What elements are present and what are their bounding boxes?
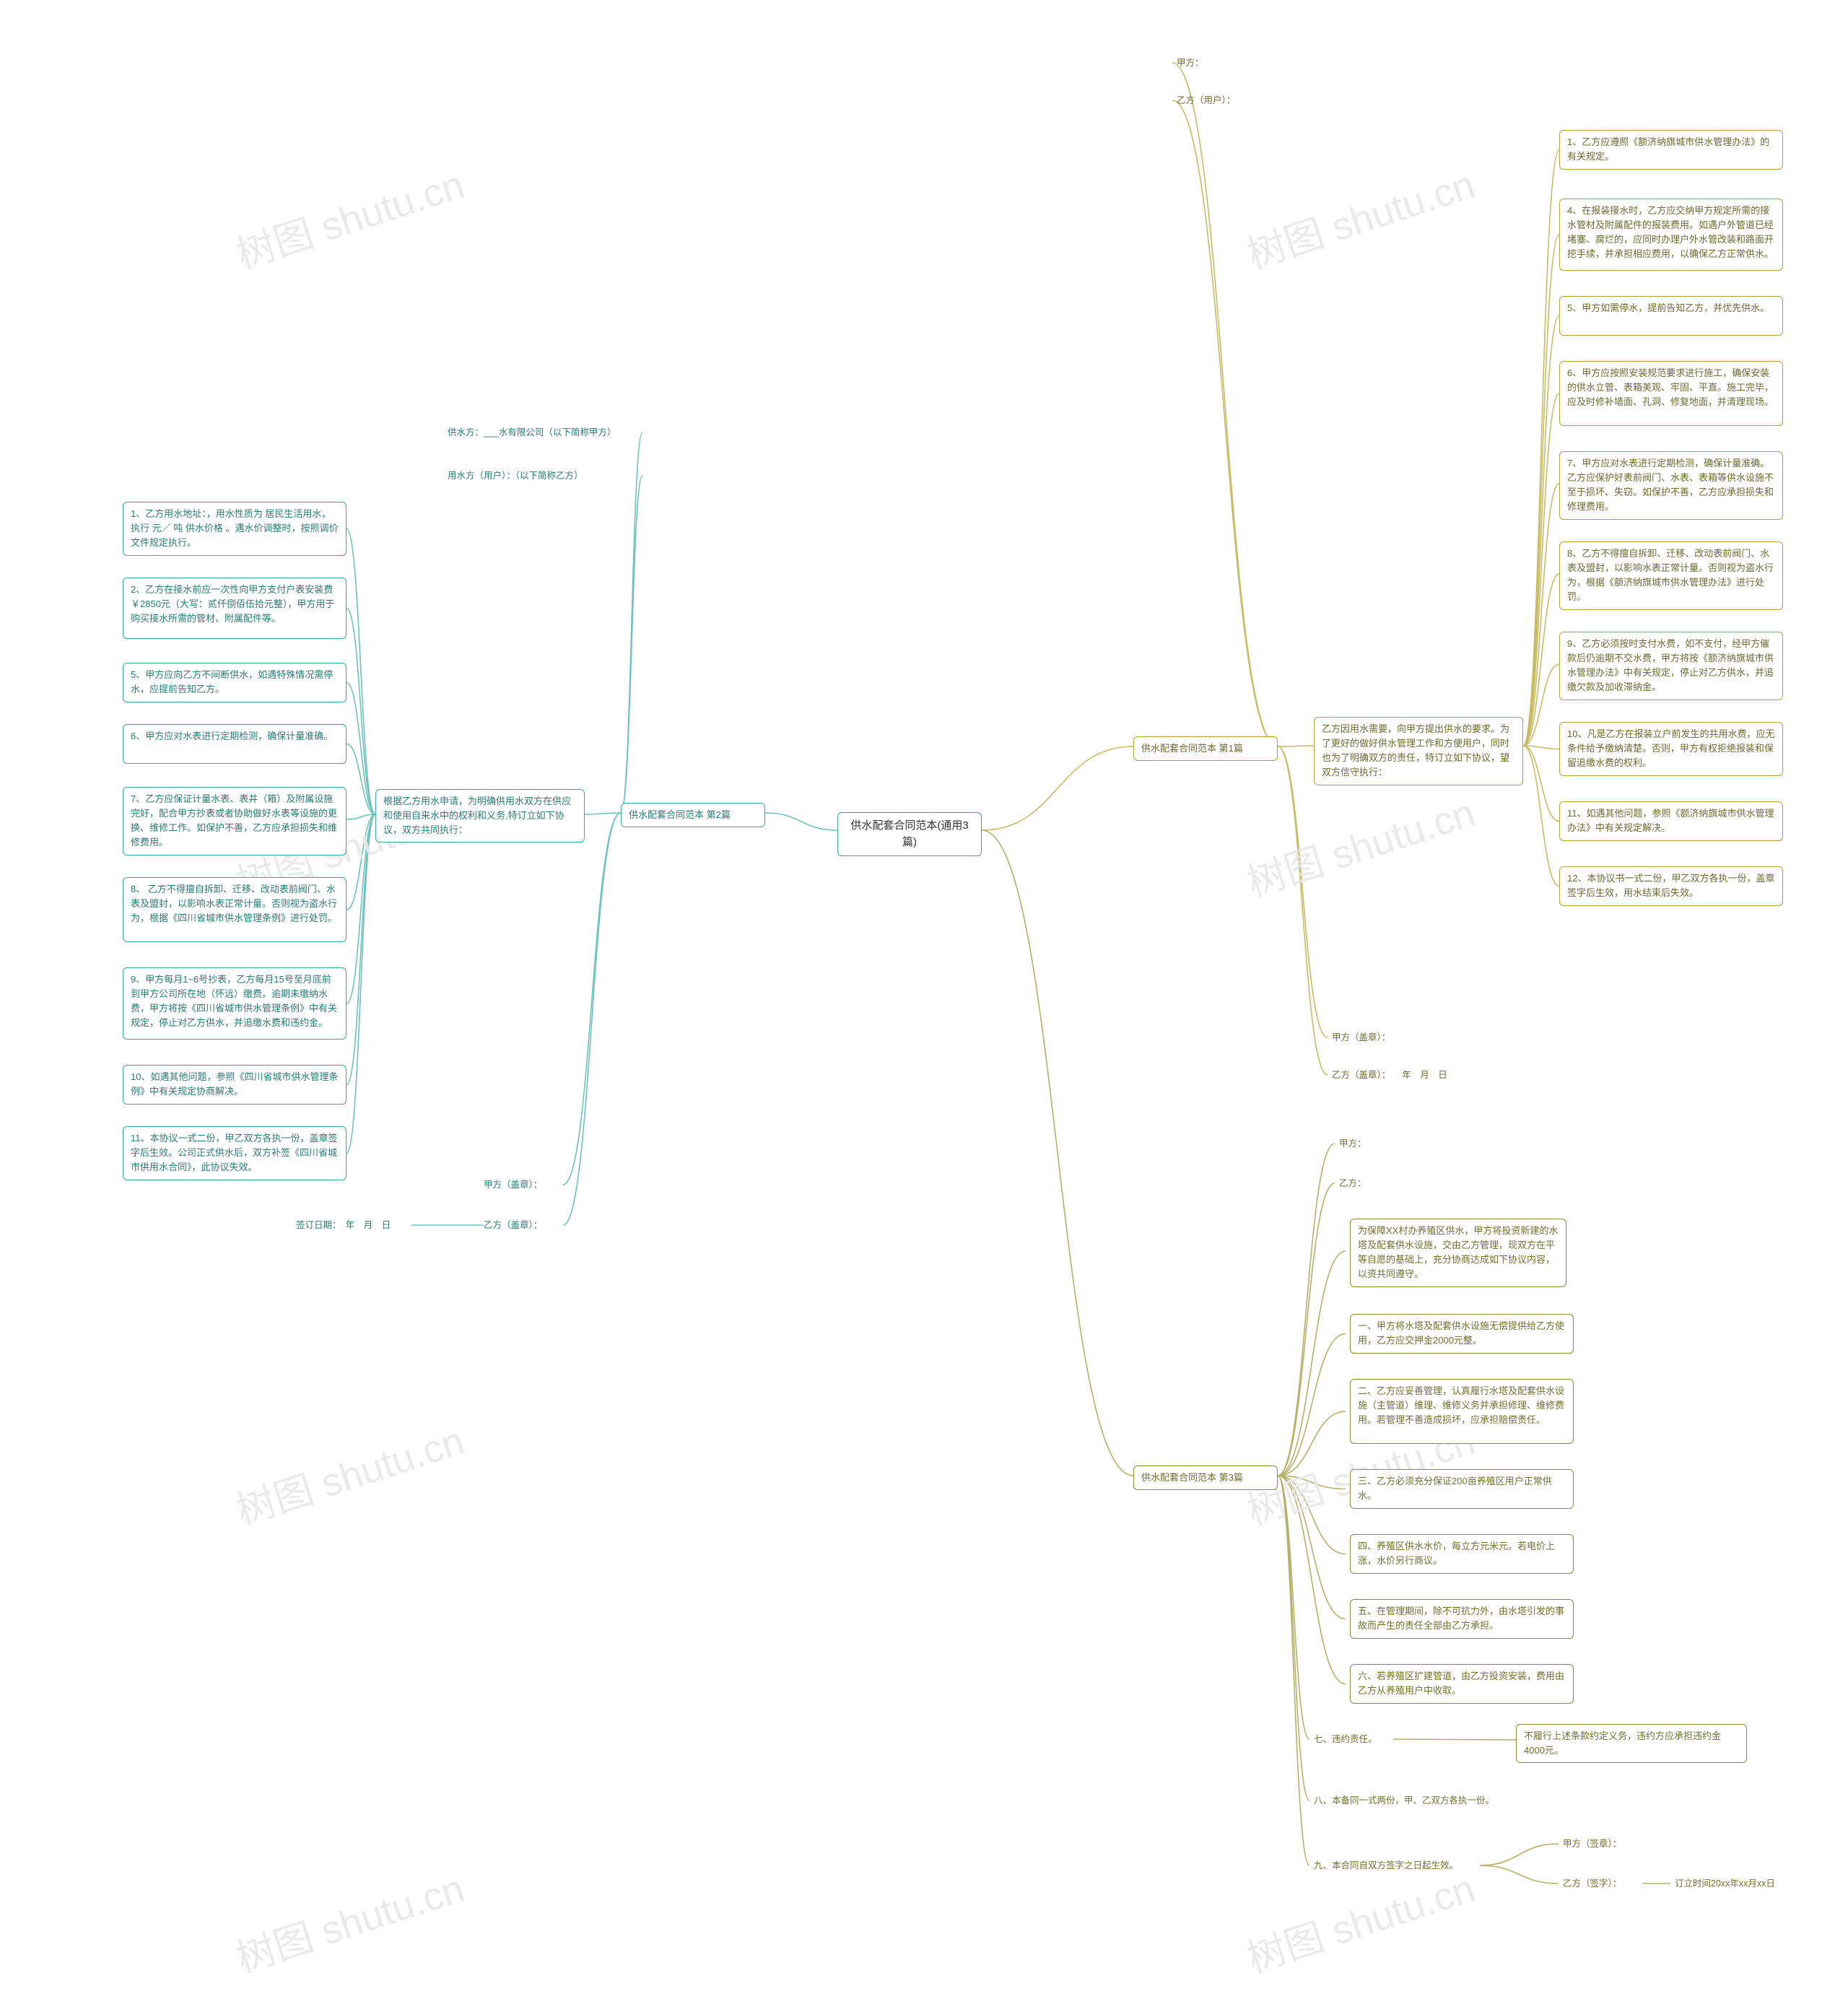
part1-item-5: 7、甲方应对水表进行定期检测，确保计量准确。乙方应保护好表前阀门、水表、表箱等供…	[1559, 451, 1783, 520]
part2-item-6: 8、 乙方不得擅自拆卸、迁移、改动表前阀门、水表及盟封，以影响水表正常计量。否则…	[123, 877, 346, 942]
part1-item-10: 12、本协议书一式二份，甲乙双方各执一份，盖章签字后生效，用水结束后失效。	[1559, 866, 1783, 906]
part1-item-3: 5、甲方如需停水，提前告知乙方，并优先供水。	[1559, 296, 1783, 336]
part3-sub-b: 乙方：	[1339, 1177, 1367, 1190]
part2-supplier: 供水方：___水有限公司（以下简称甲方）	[448, 426, 642, 440]
part2-item-1: 1、乙方用水地址：，用水性质为 居民生活用水，执行 元／ 吨 供水价格 。遇水价…	[123, 502, 346, 556]
part2-item-5: 7、乙方应保证计量水表、表井（箱）及附属设施完好，配合甲方抄表或者协助做好水表等…	[123, 787, 346, 855]
part2-main: 根据乙方用水申请，为明确供用水双方在供应和使用自来水中的权利和义务,特订立如下协…	[375, 789, 585, 842]
part2-item-4: 6、甲方应对水表进行定期检测，确保计量准确。	[123, 724, 346, 764]
watermark: 树图 shutu.cn	[228, 1856, 471, 1983]
part2-item-7: 9、甲方每月1~6号抄表，乙方每月15号至月底前到甲方公司所在地（怀远）缴费。逾…	[123, 967, 346, 1040]
part3-item-2: 二、乙方应妥善管理，认真履行水塔及配套供水设施（主管道）维理、维修义务并承担修理…	[1350, 1379, 1574, 1444]
part2-item-2: 2、乙方在接水前应一次性向甲方支付户表安装费￥2850元（大写：贰仟捌佰伍拾元整…	[123, 578, 346, 639]
watermark: 树图 shutu.cn	[228, 1408, 471, 1536]
part3-item-9-sig-b: 乙方（签字）：	[1563, 1877, 1621, 1891]
part2-item-9: 11、本协议一式二份，甲乙双方各执一份，盖章签字后生效。公司正式供水后，双方补签…	[123, 1126, 346, 1180]
part1-item-8: 10、凡是乙方在报装立户前发生的共用水费，应无条件给予缴纳清楚。否则，甲方有权拒…	[1559, 722, 1783, 776]
part1-main: 乙方因用水需要，向甲方提出供水的要求。为了更好的做好供水管理工作和方便用户，同时…	[1314, 717, 1523, 785]
part3-item-5: 五、在管理期间，除不可抗力外，由水塔引发的事故而产生的责任全部由乙方承担。	[1350, 1599, 1574, 1639]
part2-title: 供水配套合同范本 第2篇	[621, 803, 765, 827]
part2-user: 用水方（用户）：（以下简称乙方）	[448, 469, 642, 483]
part2-item-8: 10、如遇其他问题，参照《四川省城市供水管理条例》中有关规定协商解决。	[123, 1065, 346, 1105]
part1-item-7: 9、乙方必须按时支付水费，如不支付，经甲方催款后仍逾期不交水费，甲方将按《额济纳…	[1559, 632, 1783, 700]
part1-title: 供水配套合同范本 第1篇	[1133, 736, 1278, 761]
part1-sig-a: 甲方（盖章）：	[1332, 1031, 1390, 1045]
part3-item-8: 八、本备同一式两份，甲、乙双方各执一份。	[1314, 1794, 1494, 1808]
part3-item-7-sub: 不履行上述条款约定义务，违约方应承担违约金4000元。	[1516, 1724, 1747, 1763]
part3-item-9-date: 订立时间20xx年xx月xx日	[1675, 1877, 1775, 1891]
part2-sig-b: 乙方（盖章）：	[484, 1219, 542, 1232]
part3-item-1: 一、甲方将水塔及配套供水设施无偿提供给乙方使用，乙方应交押金2000元整。	[1350, 1314, 1574, 1354]
root-node: 供水配套合同范本(通用3篇)	[837, 812, 982, 856]
part2-sig-date: 签订日期： 年 月 日	[296, 1219, 391, 1232]
watermark: 树图 shutu.cn	[1239, 1856, 1481, 1983]
part1-item-6: 8、乙方不得擅自拆卸、迁移、改动表前阀门、水表及盟封，以影响水表正常计量。否则视…	[1559, 541, 1783, 610]
part3-main: 为保障XX村办养殖区供水，甲方将投资新建的水塔及配套供水设施，交由乙方管理，现双…	[1350, 1219, 1566, 1287]
part3-item-6: 六、若养殖区扩建管道，由乙方投资安装，费用由乙方从养殖用户中收取。	[1350, 1664, 1574, 1704]
part1-sub-a: 甲方：	[1177, 56, 1204, 70]
part3-title: 供水配套合同范本 第3篇	[1133, 1466, 1278, 1490]
watermark: 树图 shutu.cn	[1239, 152, 1481, 279]
watermark: 树图 shutu.cn	[1239, 780, 1481, 907]
part3-item-9-sig-a: 甲方（签章）：	[1563, 1837, 1621, 1851]
part2-item-3: 5、甲方应向乙方不间断供水，如遇特殊情况需停水，应提前告知乙方。	[123, 663, 346, 702]
part3-item-4: 四、养殖区供水水价，每立方元米元。若电价上涨，水价另行商议。	[1350, 1534, 1574, 1574]
part3-item-3: 三、乙方必须充分保证200亩养殖区用户正常供水。	[1350, 1469, 1574, 1509]
part2-sig-a: 甲方（盖章）：	[484, 1178, 542, 1192]
part1-sig-b: 乙方（盖章）： 年 月 日	[1332, 1068, 1447, 1082]
part1-item-2: 4、在报装接水时，乙方应交纳甲方规定所需的接水管材及附属配件的报装费用。如遇户外…	[1559, 199, 1783, 271]
watermark: 树图 shutu.cn	[228, 152, 471, 279]
part1-item-9: 11、如遇其他问题，参照《额济纳旗城市供水管理办法》中有关规定解决。	[1559, 801, 1783, 841]
part1-item-4: 6、甲方应按照安装规范要求进行施工，确保安装的供水立管、表箱美观、牢固、平直。施…	[1559, 361, 1783, 426]
part1-sub-b: 乙方（用户）：	[1177, 94, 1235, 108]
part3-item-9: 九、本合同自双方签字之日起生效。	[1314, 1859, 1458, 1873]
part1-item-1: 1、乙方应遵照《额济纳旗城市供水管理办法》的有关规定。	[1559, 130, 1783, 170]
part3-sub-a: 甲方：	[1339, 1137, 1367, 1151]
part3-item-7: 七、违约责任。	[1314, 1733, 1377, 1746]
